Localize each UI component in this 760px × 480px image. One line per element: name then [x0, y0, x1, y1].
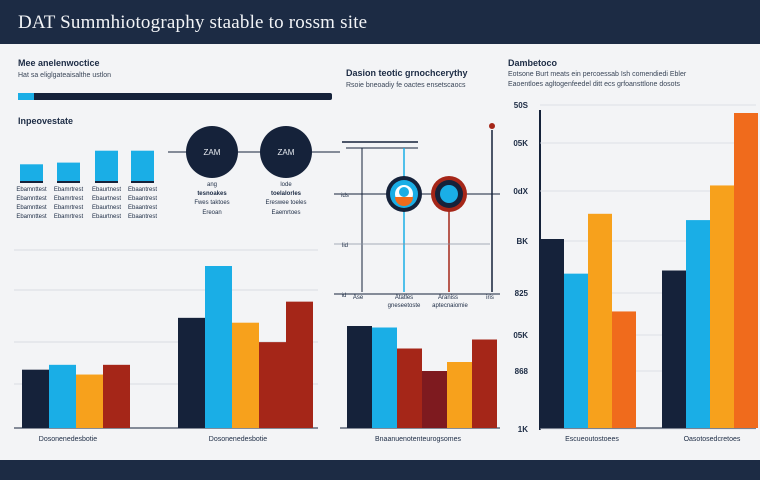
mini-bar-label: Ebaurtnest: [92, 187, 121, 193]
bar: [540, 239, 564, 428]
stat-caption-4: Eaemrtoes: [271, 210, 300, 216]
left-subheading: Hat sa eliglgateaisalthe ustlon: [18, 72, 112, 79]
bar: [422, 371, 447, 428]
middle-subheading: Rsoie bneoadiy fe oactes ensetscaocs: [346, 82, 466, 89]
bar: [76, 374, 103, 428]
bar: [259, 342, 286, 428]
stat-circle: [260, 126, 312, 178]
stat-caption-3: Ereswee toeles: [265, 200, 306, 206]
mini-bar: [20, 164, 43, 183]
right-caption-right: Oasotosedcretoes: [684, 436, 741, 443]
stat-caption-2: tesnoakes: [197, 191, 227, 197]
stat-circle: [186, 126, 238, 178]
bar: [178, 317, 205, 428]
node-1-core: [399, 187, 409, 197]
bar: [232, 322, 259, 428]
mini-bar-label-2: Ebaantrest: [128, 196, 157, 202]
mini-bar-label-3: Ebamnttest: [16, 205, 47, 211]
mini-bar-label-2: Ebamnttest: [16, 196, 47, 202]
scale-label: lid: [342, 243, 348, 249]
mini-bar-label-4: Ebaantrest: [128, 214, 157, 220]
progress-accent: [18, 93, 34, 100]
left-heading: Mee anelenwoctice: [18, 58, 100, 68]
middle-heading: Dasion teotic grnochcerythy: [346, 68, 468, 78]
scale-bottom-label: Araniss: [438, 295, 458, 301]
bar: [564, 273, 588, 428]
bar: [734, 113, 758, 428]
mini-bar-base: [131, 181, 154, 183]
scale-label: id: [342, 293, 347, 299]
bottom-middle-caption: Bnaanuenotenteurogsomes: [375, 436, 462, 443]
bar: [447, 362, 472, 428]
bar: [103, 364, 130, 428]
bar: [686, 220, 710, 428]
bar: [49, 364, 76, 428]
right-subheading-1: Eotsone Burt meats ein percoessab Ish co…: [508, 71, 687, 78]
mini-bar-label-4: Ebamnttest: [16, 214, 47, 220]
right-caption-left: Escueoutostoees: [565, 436, 619, 443]
stat-caption-2: toelalorles: [271, 191, 302, 197]
bar: [397, 348, 422, 428]
bar: [205, 266, 232, 428]
scale-label: ids: [341, 193, 349, 199]
y-tick-label: 1K: [518, 425, 528, 434]
bar: [372, 327, 397, 428]
scale-caption: gneseetoste: [388, 303, 421, 309]
mini-bar-label-3: Ebamrtrest: [54, 205, 84, 211]
bar: [710, 185, 734, 428]
bar: [286, 301, 313, 428]
mini-bar: [57, 162, 80, 183]
stat-circle-label: ZAM: [204, 148, 221, 157]
progress-fill: [18, 93, 332, 100]
mini-bar-label-2: Ebamrtrest: [54, 196, 84, 202]
y-tick-label: 825: [515, 289, 529, 298]
mini-bar-label-3: Ebaurtnest: [92, 205, 121, 211]
mini-bar-label-4: Ebamrtrest: [54, 214, 84, 220]
left-section-label: Inpeovestate: [18, 116, 74, 126]
mini-bar-base: [57, 181, 80, 183]
y-tick-label: 05K: [513, 139, 528, 148]
mini-bar-label: Ebamrtrest: [54, 187, 84, 193]
node-2-core: [440, 185, 458, 203]
footer-bar: [0, 460, 760, 480]
mini-bar-label-4: Ebaurtnest: [92, 214, 121, 220]
bar: [22, 369, 49, 428]
stat-caption-1: lode: [280, 182, 292, 188]
mini-bar-label: Ebaantrest: [128, 187, 157, 193]
mini-bar: [95, 150, 118, 183]
bar: [588, 213, 612, 428]
stat-caption-1: ang: [207, 182, 217, 188]
y-tick-label: 868: [515, 367, 529, 376]
mini-bar-label: Ebamnttest: [16, 187, 47, 193]
y-tick-label: BK: [516, 237, 528, 246]
y-tick-label: 05K: [513, 331, 528, 340]
mini-bar-label-3: Ebaantrest: [128, 205, 157, 211]
bar: [662, 270, 686, 428]
stat-circle-label: ZAM: [278, 148, 295, 157]
mini-bar: [131, 150, 154, 183]
mini-bar-label-2: Ebaurtnest: [92, 196, 121, 202]
bottom-left-caption-2: Dosonenedesbotie: [209, 436, 267, 443]
right-heading: Dambetoco: [508, 58, 558, 68]
mini-bar-base: [95, 181, 118, 183]
stat-caption-3: Fwes taktoes: [194, 200, 229, 206]
title-bar: DAT Summhiotography staable to rossm sit…: [0, 0, 760, 44]
node-1-accent: [395, 197, 413, 206]
scale-bottom-label: iris: [486, 295, 494, 301]
right-subheading-2: Eaoentloes agltogenfeedel ditt ecs grfoa…: [508, 81, 681, 88]
y-tick-label: 50S: [514, 101, 529, 110]
stat-caption-4: Ereoan: [202, 210, 221, 216]
mini-bar-base: [20, 181, 43, 183]
page-title: DAT Summhiotography staable to rossm sit…: [18, 12, 368, 33]
y-tick-label: 0dX: [513, 187, 528, 196]
bar: [472, 339, 497, 428]
scale-caption: aptecnaiomie: [432, 303, 468, 309]
scale-pin: [489, 123, 495, 129]
bar: [612, 311, 636, 428]
scale-bottom-label: Atatles: [395, 295, 413, 301]
bar: [347, 326, 372, 428]
bottom-left-caption: Dosonenedesbotie: [39, 436, 97, 443]
scale-bottom-label: Ase: [353, 295, 364, 301]
